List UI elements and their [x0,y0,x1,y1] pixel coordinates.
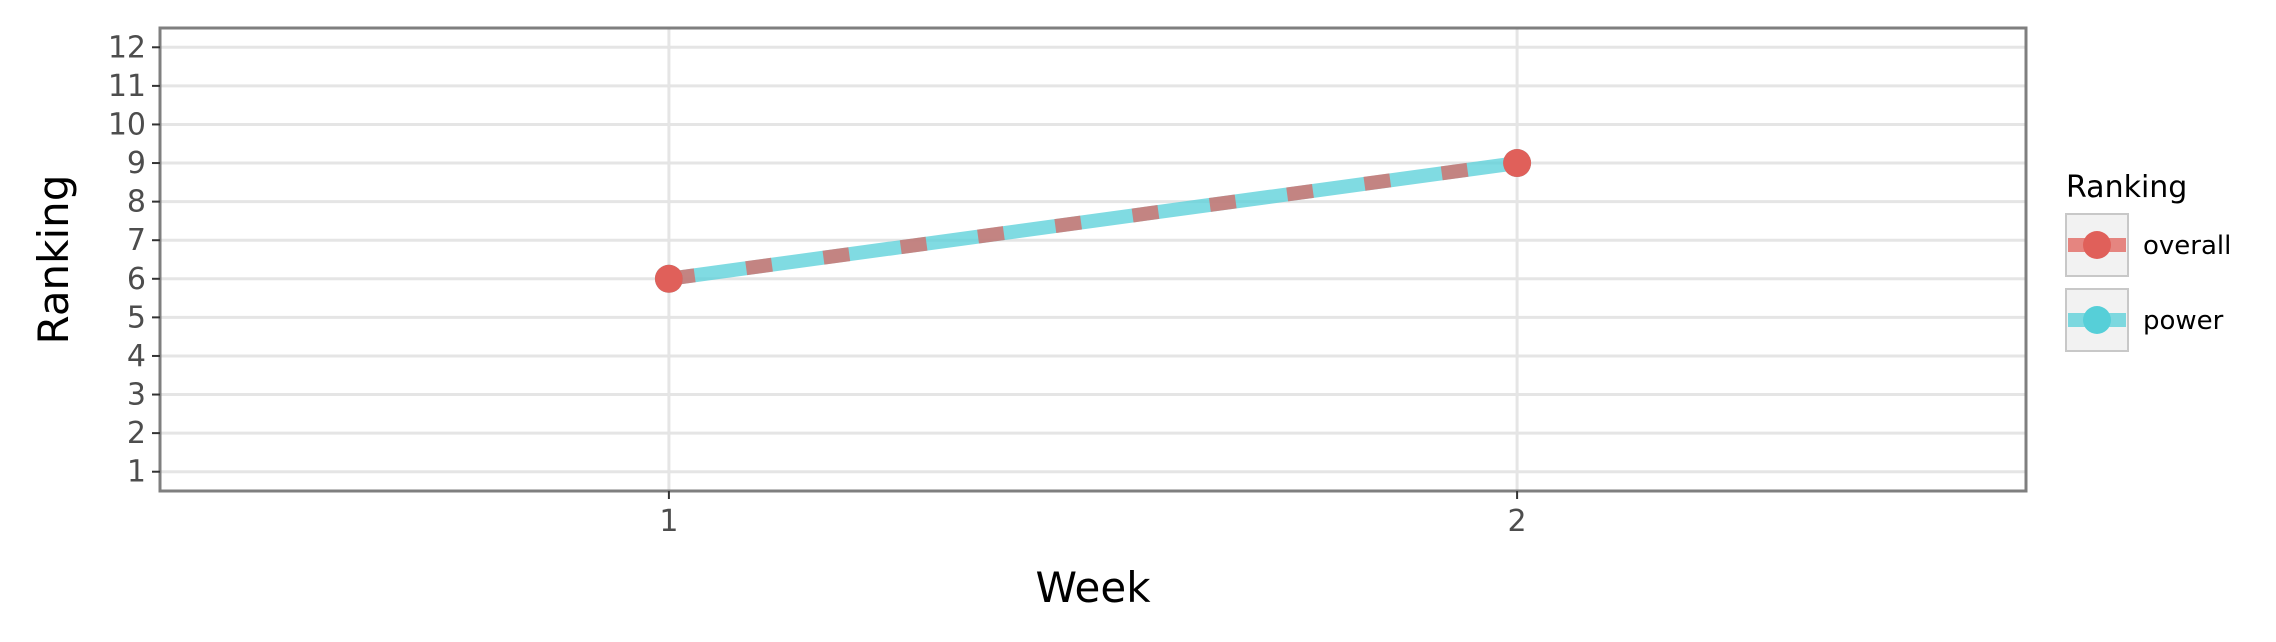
y-tick-label: 9 [127,146,146,181]
y-tick-label: 8 [127,185,146,220]
legend-point-overall [2083,231,2111,259]
y-tick-label: 7 [127,223,146,258]
legend-point-power [2083,306,2111,334]
data-point-overall [1503,149,1532,178]
y-tick-label: 6 [127,262,146,297]
grid-lines [160,28,2026,491]
y-tick-label: 3 [127,378,146,413]
y-tick-label: 5 [127,300,146,335]
y-tick-label: 10 [108,107,146,142]
x-tick-label: 2 [1508,504,1527,539]
data-point-overall [654,264,683,293]
legend-label-overall: overall [2143,231,2231,261]
x-tick-label: 1 [659,504,678,539]
y-tick-label: 2 [127,416,146,451]
x-axis-title: Week [1035,563,1151,612]
y-tick-label: 11 [108,69,146,104]
series-line-overall [667,156,1519,286]
legend-title: Ranking [2066,170,2187,205]
plot-panel-border [158,26,2028,493]
y-tick-label: 12 [108,30,146,65]
y-tick-label: 1 [127,455,146,490]
legend-label-power: power [2143,306,2224,336]
legend: Ranking overall power [2065,170,2231,352]
y-axis-title: Ranking [29,175,78,345]
y-tick-label: 4 [127,339,146,374]
series-layer [654,149,1532,293]
